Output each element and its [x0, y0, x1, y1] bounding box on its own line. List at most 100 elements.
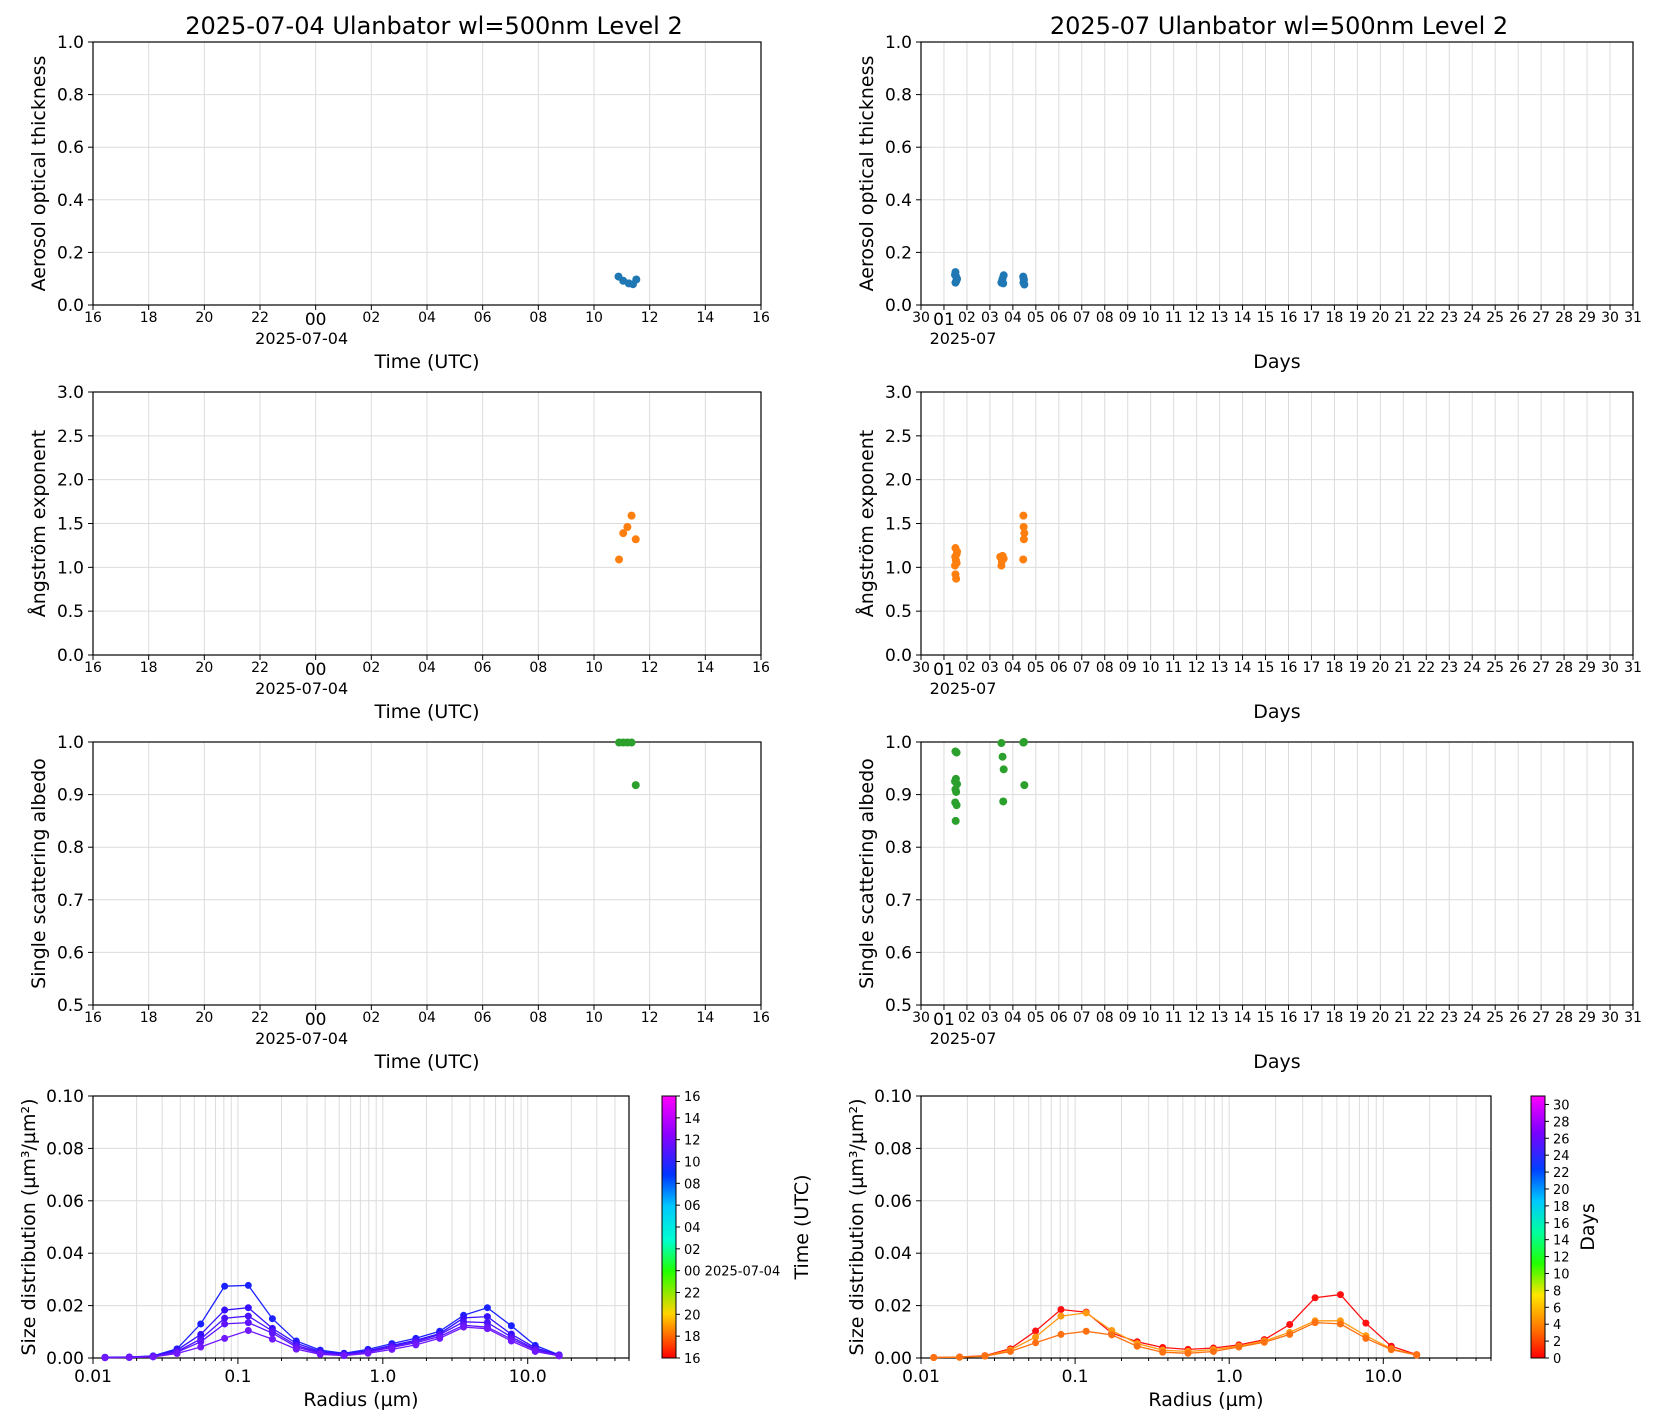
colorbar-tick-label: 8: [1553, 1284, 1561, 1299]
y-tick-label: 0.08: [46, 1139, 84, 1159]
data-point: [950, 270, 959, 279]
x-tick-label: 12: [1188, 1010, 1206, 1026]
x-tick-label: 18: [1326, 310, 1344, 326]
x-tick-label: 13: [1211, 310, 1229, 326]
y-tick-label: 0.9: [885, 786, 912, 806]
x-tick-label: 11: [1165, 1010, 1183, 1026]
colorbar-tick-label: 28: [1553, 1115, 1570, 1130]
data-point: [952, 787, 961, 796]
x-tick-label: 27: [1532, 660, 1550, 676]
x-tick-label: 23: [1440, 660, 1458, 676]
series-point: [101, 1354, 109, 1362]
y-tick-label: 2.0: [885, 471, 912, 491]
series-point: [1336, 1320, 1344, 1328]
x-tick-label: 15: [1257, 660, 1275, 676]
colorbar-tick-label: 18: [1553, 1200, 1570, 1215]
x-tick-label: 06: [474, 310, 492, 326]
colorbar-tick-label: 24: [1553, 1149, 1570, 1164]
x-tick-label: 12: [1188, 660, 1206, 676]
x-tick-label: 31: [1624, 310, 1642, 326]
series-line: [933, 1293, 1417, 1359]
x-tick-label: 16: [1280, 310, 1298, 326]
x-tick-label: 07: [1073, 1010, 1091, 1026]
x-tick-label: 08: [529, 660, 547, 676]
x-tick-label: 20: [1371, 310, 1389, 326]
x-tick-label: 29: [1578, 310, 1596, 326]
y-tick-label: 0.8: [57, 838, 84, 858]
x-tick-label: 26: [1509, 310, 1527, 326]
x-tick-label: 14: [696, 1010, 714, 1026]
x-tick-label: 06: [474, 1010, 492, 1026]
x-tick-label: 09: [1119, 310, 1137, 326]
x-tick-label: 22: [251, 660, 269, 676]
x-tick-label: 01: [933, 310, 955, 330]
x-tick-label: 08: [1096, 310, 1114, 326]
series-point: [221, 1314, 229, 1322]
x-tick-label: 05: [1027, 1010, 1045, 1026]
series-point: [1311, 1294, 1319, 1302]
x-tick-label: 08: [529, 310, 547, 326]
x-tick-label: 25: [1486, 660, 1504, 676]
x-tick-label: 06: [1050, 660, 1068, 676]
x-tick-label: 19: [1348, 310, 1366, 326]
x-axis-label: Days: [1253, 351, 1300, 373]
x-tick-label: 0.01: [902, 1367, 940, 1387]
series-point: [1260, 1338, 1268, 1346]
angstrom-day-panel: 16 18 20 22 00 02 04 06 08 10 12 14 16 2025-07-04 Time…: [27, 383, 770, 723]
data-point: [1019, 535, 1028, 544]
series-point: [531, 1347, 539, 1355]
series-point: [244, 1312, 252, 1320]
x-tick-label: 00: [305, 660, 327, 680]
colorbar-tick-label: 6: [1553, 1301, 1561, 1316]
data-point: [952, 558, 961, 567]
series-point: [1209, 1347, 1217, 1355]
time-colorbar-strip: [661, 1095, 677, 1359]
x-tick-label: 05: [1027, 310, 1045, 326]
y-axis-label: Aerosol optical thickness: [856, 56, 878, 292]
x-tick-label: 26: [1509, 660, 1527, 676]
x-tick-label: 20: [195, 310, 213, 326]
colorbar-tick-label: 06: [684, 1199, 701, 1214]
y-tick-label: 1.0: [885, 733, 912, 753]
series-point: [388, 1345, 396, 1353]
data-point: [631, 535, 640, 544]
y-tick-label: 0.02: [874, 1297, 912, 1317]
x-tick-label: 02: [362, 1010, 380, 1026]
x-tick-label: 24: [1463, 1010, 1481, 1026]
x-tick-label: 03: [981, 1010, 999, 1026]
colorbar-tick-label: 20: [1553, 1183, 1570, 1198]
y-tick-label: 0.00: [46, 1349, 84, 1369]
data-point: [632, 275, 641, 284]
y-tick-label: 0.00: [874, 1349, 912, 1369]
plot-frame: [920, 741, 1634, 1006]
data-point: [1019, 523, 1028, 532]
x-tick-label: 18: [140, 310, 158, 326]
x-tick-label: 12: [1188, 310, 1206, 326]
data-point: [1019, 511, 1028, 520]
plot-frame: [920, 1095, 1492, 1359]
colorbar-tick-label: 18: [684, 1330, 701, 1345]
plot-frame: [92, 1095, 630, 1359]
x-tick-label: 07: [1073, 660, 1091, 676]
colorbar-tick-label: 10: [1553, 1267, 1570, 1282]
x-axis-label: Radius (µm): [303, 1389, 418, 1411]
date-label: 2025-07-04: [255, 679, 348, 698]
x-tick-label: 10: [585, 660, 603, 676]
size-distribution-month-panel: 0.01 0.1 1.0 10.0 0.00 0.02 0.04 0.06 0.08 0.10 Si…: [846, 1087, 1492, 1411]
colorbar-tick-label: 20: [684, 1308, 701, 1323]
series-point: [197, 1343, 205, 1351]
y-tick-label: 0.02: [46, 1297, 84, 1317]
aot-day-panel: 16 18 20 22 00 02 04 06 08 10 12 14 16 2025-07-04 Time…: [28, 33, 770, 373]
colorbar-tick-label: 14: [1553, 1234, 1570, 1249]
x-tick-label: 18: [1326, 660, 1344, 676]
colorbar-tick-label: 12: [1553, 1251, 1570, 1266]
data-point: [999, 279, 1008, 288]
x-axis-label: Days: [1253, 701, 1300, 723]
series-point: [930, 1353, 938, 1361]
colorbar-label: Time (UTC): [791, 1174, 813, 1280]
plot-frame: [920, 41, 1634, 306]
x-tick-label: 15: [1257, 310, 1275, 326]
y-tick-label: 0.10: [874, 1087, 912, 1107]
month-label: 2025-07: [930, 329, 997, 348]
